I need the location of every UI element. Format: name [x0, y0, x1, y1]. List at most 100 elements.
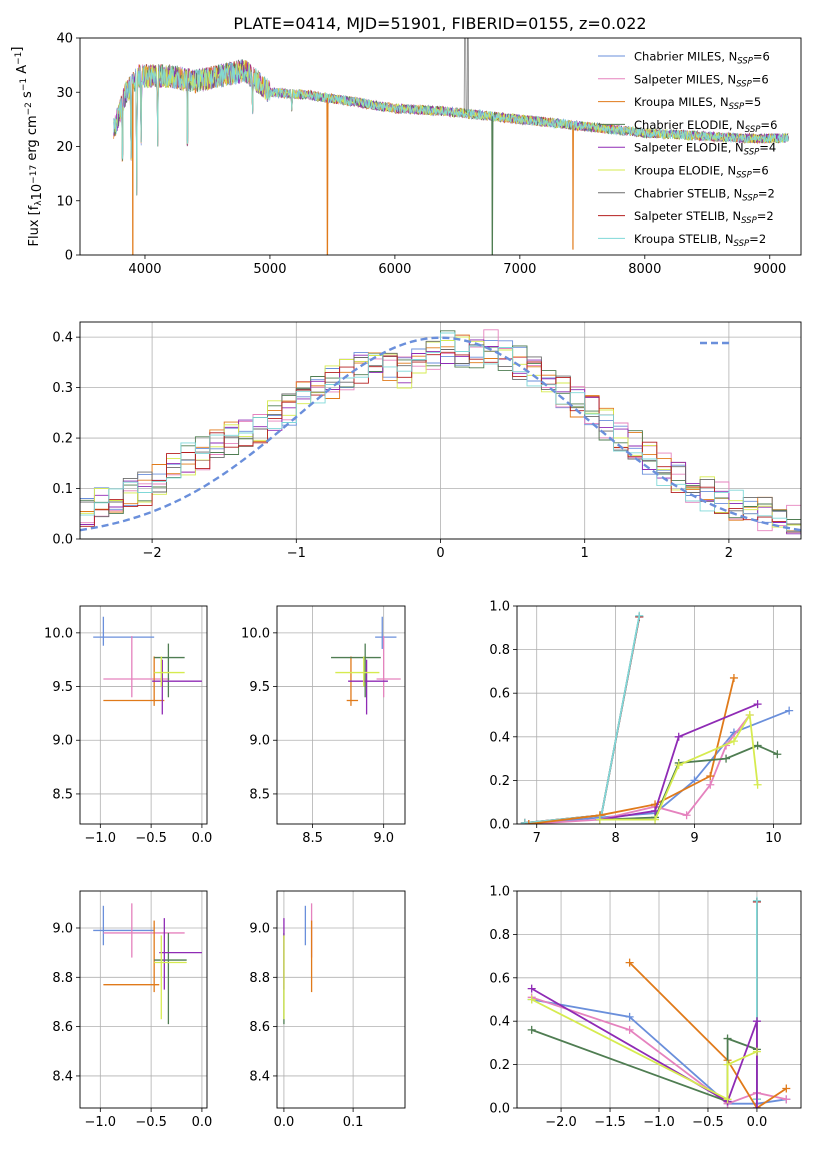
weight-marker-salpeter_miles [706, 780, 715, 789]
legend-nssp-value: 5 [754, 95, 761, 109]
y-tick-label: 9.0 [52, 734, 73, 749]
weight-line-salpeter_elodie [531, 987, 758, 1108]
y-tick-label: 8.6 [52, 1020, 73, 1035]
weight-marker-kroupa_elodie [595, 815, 604, 824]
legend-label-salpeter_stelib: Salpeter STELIB, NSSP=2 [634, 209, 774, 226]
weight-line-chabrier_stelib [524, 616, 641, 824]
z_vs_age-plot-area [93, 616, 202, 715]
z_vs_mass-axes: −1.0 −0.5 0.0 8.4 8.6 8.8 9.0 [52, 891, 212, 1130]
figure-title: PLATE=0414, MJD=51901, FIBERID=0155, z=0… [233, 14, 646, 33]
weight-line-chabrier_miles [528, 709, 790, 824]
z_vs_mass-plot-area [93, 903, 202, 1025]
mass_vs_age-plot-area [331, 616, 401, 715]
x-tick-label: 0.0 [747, 1115, 768, 1130]
spectrum-line-kroupa_stelib [113, 62, 789, 196]
weight-marker-kroupa_elodie [674, 761, 683, 770]
y-tick-label: 20 [56, 140, 73, 155]
y-tick-label: 0.0 [52, 533, 73, 548]
legend-nssp-value: 2 [768, 186, 775, 200]
hist-step-kroupa_stelib [80, 332, 801, 539]
weight-marker-kroupa_elodie [753, 780, 762, 789]
spectrum-ylabel: Flux [fλ10−17 erg cm−2 s−1 A−1] [10, 47, 45, 247]
x-tick-label: 7000 [503, 262, 536, 277]
x-tick-label: −0.5 [135, 831, 167, 846]
residual_hist-frame [79, 321, 802, 540]
legend-label-chabrier_stelib: Chabrier STELIB, NSSP=2 [634, 186, 775, 203]
spectrum-legend: Chabrier MILES, NSSP=6 Salpeter MILES, NS… [598, 50, 777, 249]
weight-marker-salpeter_miles [782, 1095, 791, 1104]
y-tick-label: 0.0 [489, 1102, 510, 1117]
weight-marker-kroupa_stelib [752, 896, 761, 905]
y-tick-label: 10 [56, 194, 73, 209]
legend-nssp-value: 2 [759, 232, 766, 246]
x-tick-label: 8 [611, 831, 619, 846]
z_vs_mass-frame [79, 890, 208, 1109]
weight-marker-kroupa_elodie [723, 1060, 732, 1069]
weight-marker-salpeter_elodie [753, 700, 762, 709]
y-tick-label: 9.5 [249, 680, 270, 695]
weight-marker-kroupa_elodie [752, 1047, 761, 1056]
legend-series-name: Chabrier ELODIE [634, 118, 729, 132]
weight-marker-kroupa_stelib [520, 818, 529, 824]
y-tick-label: 8.8 [249, 971, 270, 986]
ebv_vs_mass-frame [276, 890, 406, 1109]
weight-marker-kroupa_miles [729, 673, 738, 682]
ebv_vs_mass-axes: 0.0 0.1 8.4 8.6 8.8 9.0 [249, 891, 405, 1130]
y-tick-label: 0.2 [489, 774, 510, 789]
x-tick-label: 9 [690, 831, 698, 846]
x-tick-label: 8000 [628, 262, 661, 277]
y-tick-label: 8.5 [52, 787, 73, 802]
legend-label-salpeter_miles: Salpeter MILES, NSSP=6 [634, 72, 769, 89]
y-tick-label: 0.4 [489, 1015, 510, 1030]
weight-line-salpeter_elodie [599, 703, 758, 821]
spectrum-frame [79, 37, 802, 256]
x-tick-label: −1.0 [85, 1115, 117, 1130]
weight-marker-kroupa_elodie [745, 711, 754, 719]
weight-line-kroupa_miles [628, 961, 787, 1108]
gaussian-curve [80, 336, 801, 532]
legend-series-name: Kroupa STELIB [634, 232, 718, 246]
spectrum-line-kroupa_elodie [113, 60, 789, 196]
weight-marker-chabrier_elodie [753, 741, 762, 750]
weight-line-chabrier_elodie [599, 744, 778, 821]
x-tick-label: 7 [533, 831, 541, 846]
spectrum-line-kroupa_miles [113, 60, 789, 255]
legend-series-name: Kroupa ELODIE [634, 164, 720, 178]
weight-marker-chabrier_elodie [722, 754, 731, 763]
weight-marker-chabrier_elodie [527, 1025, 536, 1034]
weight-marker-kroupa_miles [706, 772, 715, 781]
weight-line-kroupa_elodie [599, 712, 759, 821]
legend-nssp-value: 4 [769, 141, 776, 155]
x-tick-label: −0.5 [692, 1115, 724, 1130]
weight-marker-chabrier_miles [690, 776, 699, 785]
y-tick-label: 0.2 [489, 1058, 510, 1073]
legend-nssp-value: 6 [761, 164, 768, 178]
x-tick-label: −1.0 [643, 1115, 675, 1130]
weight-marker-kroupa_elodie [729, 737, 738, 746]
z_vs_weight-plot-area [527, 896, 791, 1108]
spectrum-line-chabrier_elodie [113, 59, 789, 255]
y-tick-label: 0.4 [52, 331, 73, 346]
weight-marker-kroupa_miles [524, 820, 533, 824]
legend-label-chabrier_miles: Chabrier MILES, NSSP=6 [634, 50, 770, 67]
x-tick-label: 10 [765, 831, 782, 846]
y-tick-label: 0.2 [52, 432, 73, 447]
y-tick-label: 8.5 [249, 787, 270, 802]
y-tick-label: 9.5 [52, 680, 73, 695]
y-tick-label: 1.0 [489, 885, 510, 900]
x-tick-label: 9000 [753, 262, 786, 277]
y-tick-label: 0.8 [489, 643, 510, 658]
z_vs_age-axes: −1.0 −0.5 0.0 8.5 9.0 9.5 10.0 [44, 606, 212, 846]
age_vs_weight-frame [516, 605, 802, 825]
residual_hist-plot-area [80, 329, 801, 539]
y-tick-label: 10.0 [241, 626, 270, 641]
x-tick-label: 0.0 [192, 1115, 213, 1130]
z_vs_age-frame [79, 605, 208, 825]
y-tick-label: 8.8 [52, 971, 73, 986]
legend-nssp-value: 6 [770, 118, 777, 132]
legend-label-kroupa_stelib: Kroupa STELIB, NSSP=2 [634, 232, 766, 249]
y-tick-label: 8.4 [52, 1069, 73, 1084]
weight-marker-chabrier_elodie [723, 1034, 732, 1043]
spectrum-plot-area [113, 38, 789, 255]
x-tick-label: 0.0 [192, 831, 213, 846]
